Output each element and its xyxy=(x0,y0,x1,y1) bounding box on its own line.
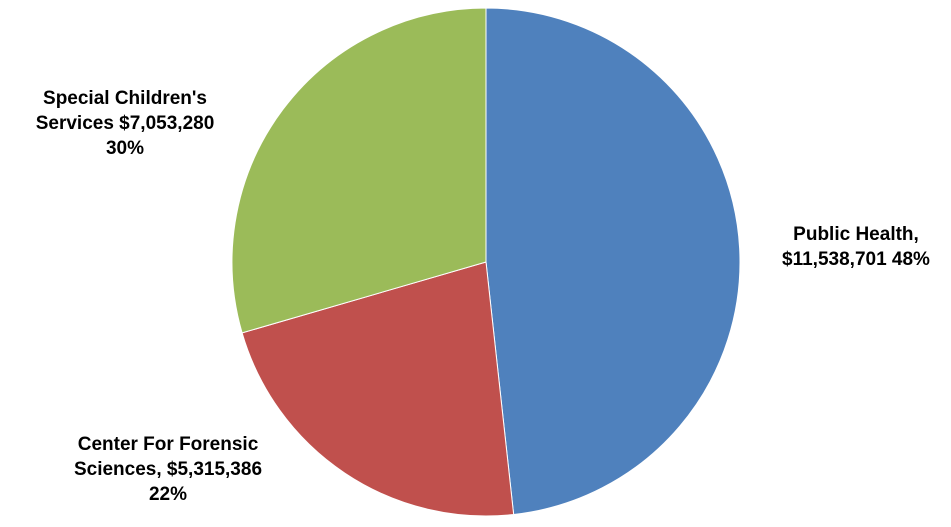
slice-label-line: $11,538,701 48% xyxy=(782,249,930,270)
slice-label-public-health: Public Health, $11,538,701 48% xyxy=(782,224,930,270)
slice-label-line: 30% xyxy=(106,138,144,159)
slice-label-center-for-forensic-sciences: Center For Forensic Sciences, $5,315,386 2… xyxy=(74,434,262,505)
slices-layer xyxy=(231,7,741,517)
slice-label-line: Sciences, $5,315,386 xyxy=(74,459,262,480)
slice-label-line: Services $7,053,280 xyxy=(36,113,215,134)
slice-label-line: Special Children's xyxy=(43,88,207,109)
slice-label-line: Public Health, xyxy=(793,224,919,245)
slice-label-line: Center For Forensic xyxy=(78,434,259,455)
pie-slice-public-health xyxy=(485,7,741,516)
labels-layer: Public Health, $11,538,701 48% Center For … xyxy=(36,88,930,505)
pie-slice-special-children-s-services xyxy=(231,7,487,334)
slice-label-line: 22% xyxy=(149,484,187,505)
pie-slice-center-for-forensic-sciences xyxy=(241,261,515,517)
slice-label-special-children-s-services: Special Children's Services $7,053,280 30% xyxy=(36,88,215,159)
